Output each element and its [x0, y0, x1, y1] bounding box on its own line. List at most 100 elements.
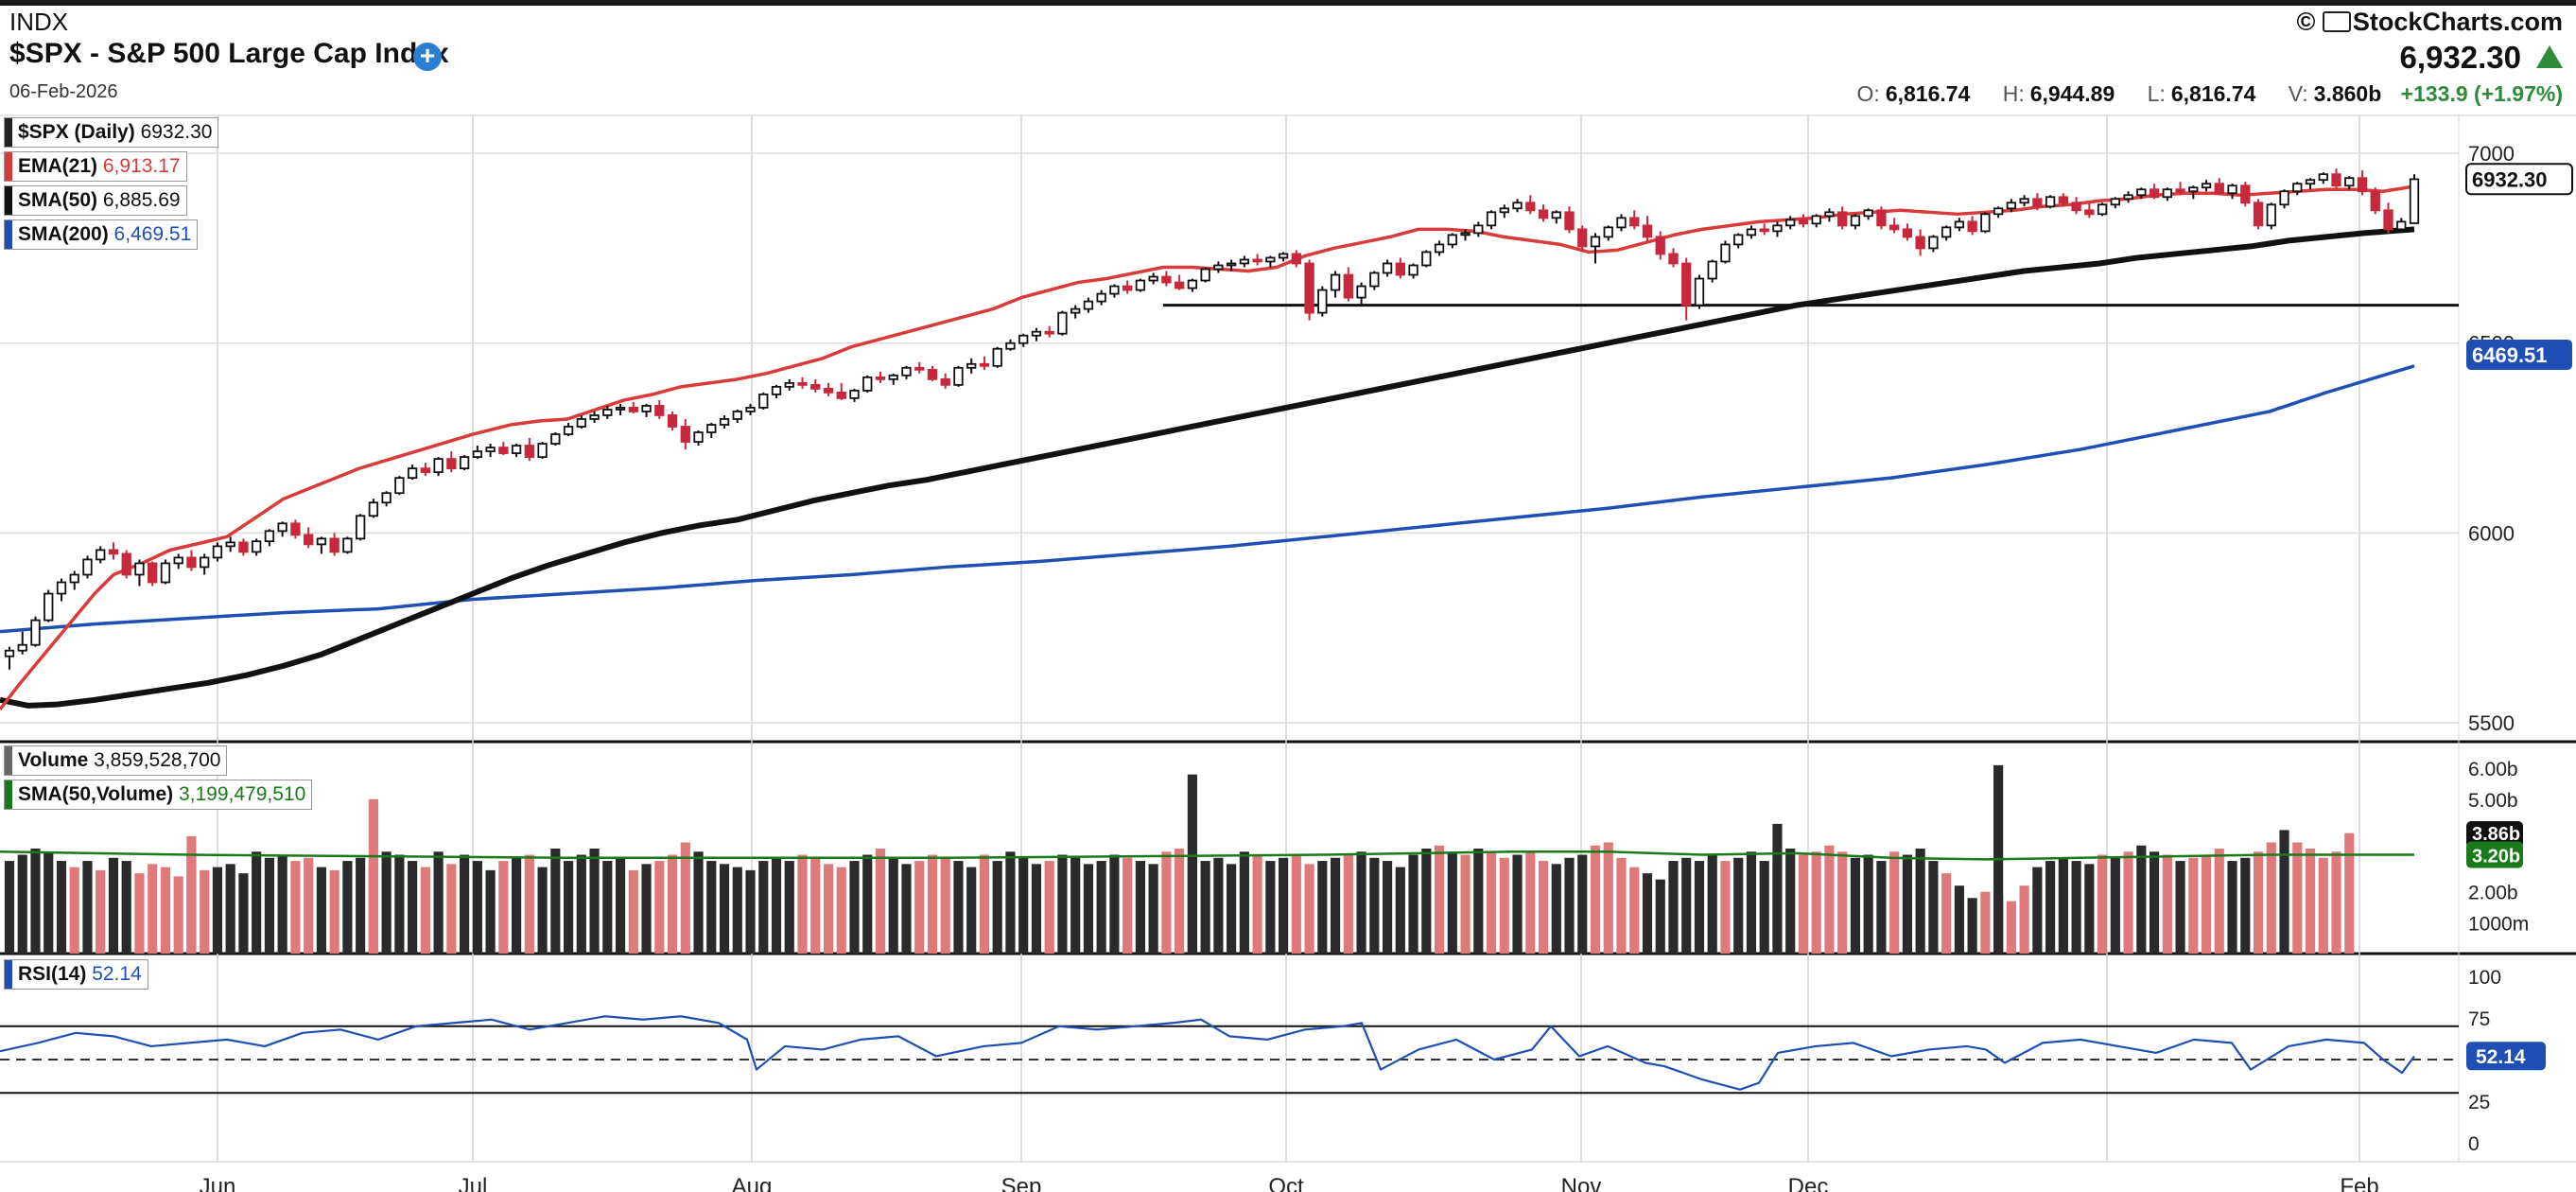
volume-bar — [1447, 851, 1457, 954]
candle-body — [914, 366, 925, 371]
candle-body — [1551, 211, 1561, 219]
volume-spike-bar — [1772, 823, 1783, 954]
candle-body — [2357, 177, 2368, 193]
candle-body — [667, 414, 678, 428]
volume-bar — [1915, 849, 1925, 954]
candle-body — [2071, 202, 2081, 212]
candle-body — [615, 407, 626, 411]
legend-price[interactable]: $SPX (Daily) 6932.30 — [4, 117, 219, 148]
legend-volume[interactable]: Volume 3,859,528,700 — [4, 745, 228, 776]
volume-last-tag: 3.86b — [2472, 824, 2520, 845]
volume-bar — [1123, 857, 1133, 954]
volume-last-tag-box — [2466, 820, 2523, 848]
volume-sma-tag-box — [2466, 841, 2523, 868]
volume-bar — [460, 854, 470, 954]
volume-bar — [1109, 854, 1120, 954]
volume-bar — [2006, 901, 2016, 954]
ohlc-readout: O: 6,816.74 H: 6,944.89 L: 6,816.74 V: 3.860… — [1831, 81, 2563, 107]
volume-bar — [862, 854, 873, 954]
candle-body — [2006, 202, 2017, 210]
volume-bar — [1317, 861, 1328, 954]
candle-body — [1330, 273, 1341, 291]
candle-body — [2266, 203, 2276, 227]
candle-body — [771, 385, 782, 395]
volume-bar — [1811, 851, 1821, 954]
rsi-tick-label: 100 — [2468, 967, 2501, 989]
candle-body — [148, 562, 158, 584]
volume-bar — [1279, 857, 1289, 954]
volume-bar — [1954, 885, 1964, 954]
add-indicator-icon[interactable]: + — [413, 43, 442, 71]
candle-body — [1967, 220, 1977, 233]
sma200-line — [0, 364, 2415, 634]
candle-body — [524, 445, 534, 458]
candle-body — [290, 522, 301, 536]
volume-bar — [1902, 854, 1912, 954]
volume-bar — [888, 857, 898, 954]
volume-bar — [1642, 873, 1653, 954]
candle-body — [1005, 342, 1016, 350]
brand-logo[interactable]: © StockCharts.com — [2297, 8, 2564, 37]
volume-bar — [56, 861, 67, 954]
price-tag: 6932.30 — [2472, 167, 2548, 191]
candle-body — [758, 393, 769, 409]
volume-bar — [17, 854, 27, 954]
legend-volume-sma[interactable]: SMA(50,Volume) 3,199,479,510 — [4, 780, 313, 810]
high-value: 6,944.89 — [2029, 81, 2115, 106]
candle-body — [719, 418, 730, 426]
high-label: H: — [2002, 81, 2025, 106]
candle-body — [2279, 190, 2289, 206]
volume-bar — [550, 849, 561, 954]
candle-body — [2201, 183, 2212, 189]
volume-bar — [1135, 861, 1145, 954]
volume-bar — [875, 849, 886, 954]
candle-body — [1993, 207, 2004, 216]
candle-body — [654, 405, 665, 416]
candle-body — [940, 377, 950, 386]
volume-bar — [96, 869, 106, 954]
legend-sma200[interactable]: SMA(200) 6,469.51 — [4, 219, 199, 250]
volume-bar — [2318, 857, 2328, 954]
candle-body — [1746, 228, 1757, 237]
volume-bar — [1681, 857, 1692, 954]
volume-bar — [823, 864, 834, 954]
candle-body — [797, 381, 808, 386]
volume-bar — [1408, 854, 1419, 954]
candle-body — [1954, 220, 1965, 229]
candle-body — [2019, 198, 2029, 204]
volume-bar — [966, 867, 977, 954]
candle-body — [953, 366, 964, 386]
volume-bar — [1928, 861, 1939, 954]
x-axis-label: Jul — [459, 1174, 488, 1192]
volume-bar — [1331, 857, 1341, 954]
candle-body — [901, 366, 912, 377]
volume-bar — [1083, 864, 1093, 954]
candle-body — [1603, 226, 1613, 238]
candle-body — [2097, 203, 2108, 216]
candle-body — [2110, 198, 2121, 206]
legend-ema21[interactable]: EMA(21) 6,913.17 — [4, 151, 187, 182]
volume-bar — [1564, 857, 1575, 954]
candle-body — [1369, 272, 1380, 288]
candle-body — [186, 556, 197, 569]
volume-bar — [1434, 845, 1445, 954]
volume-bar — [1668, 861, 1679, 954]
volume-bar — [2019, 885, 2029, 954]
candle-body — [1031, 330, 1042, 337]
volume-bar — [1031, 864, 1042, 954]
legend-rsi[interactable]: RSI(14) 52.14 — [4, 959, 148, 990]
candle-body — [316, 537, 327, 546]
candle-body — [1616, 217, 1627, 229]
volume-bar — [1460, 854, 1471, 954]
candle-body — [1135, 279, 1146, 291]
legend-sma50[interactable]: SMA(50) 6,885.69 — [4, 185, 187, 216]
candle-body — [2253, 202, 2264, 227]
candle-body — [2136, 188, 2147, 197]
candle-body — [992, 347, 1002, 367]
candle-body — [1018, 334, 1029, 344]
volume-bar — [1707, 854, 1717, 954]
volume-bar — [1369, 857, 1380, 954]
volume-bar — [1200, 861, 1210, 954]
candle-body — [1824, 211, 1835, 218]
